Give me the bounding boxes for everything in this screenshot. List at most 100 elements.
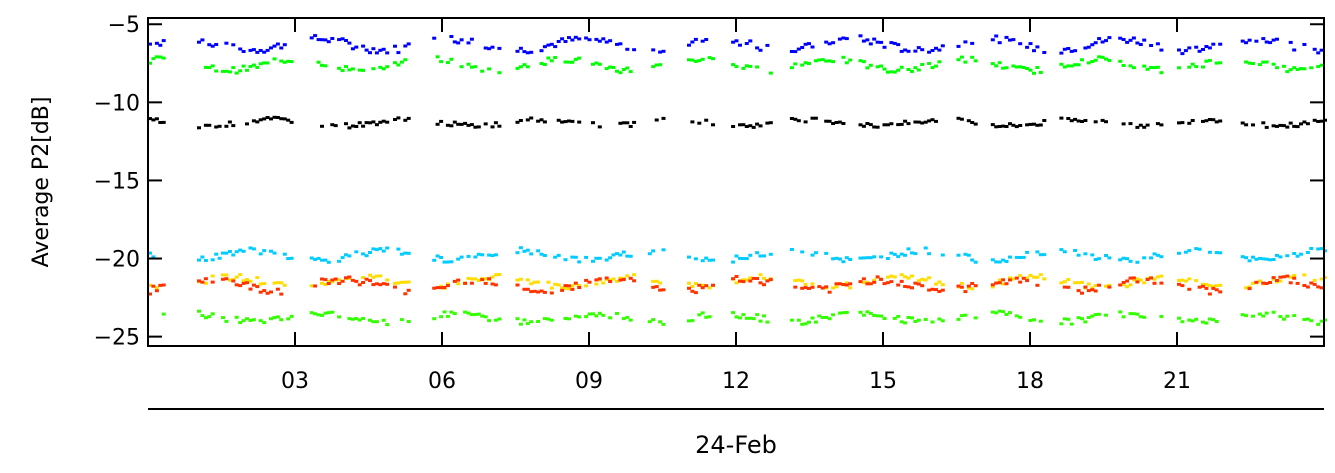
data-point: [1080, 120, 1084, 123]
data-point: [1264, 125, 1269, 129]
data-point: [490, 45, 495, 49]
data-point: [1319, 277, 1324, 281]
data-point: [803, 286, 808, 290]
data-point: [628, 276, 633, 280]
data-point: [452, 279, 457, 283]
data-point: [1204, 321, 1209, 325]
data-point: [542, 45, 547, 49]
data-point: [1004, 35, 1009, 39]
data-point: [536, 290, 541, 294]
data-point: [1244, 123, 1249, 127]
data-point: [741, 280, 746, 284]
data-point: [406, 116, 411, 120]
data-point: [1080, 291, 1084, 295]
data-point: [651, 249, 656, 253]
data-point: [1097, 312, 1102, 316]
data-point: [827, 317, 832, 321]
data-point: [269, 249, 273, 253]
data-point: [632, 120, 637, 124]
data-point: [1244, 41, 1249, 45]
data-point: [573, 57, 578, 61]
data-point: [1295, 68, 1300, 71]
data-point: [1152, 66, 1157, 70]
data-point: [1316, 247, 1321, 251]
data-point: [654, 279, 659, 283]
data-point: [570, 255, 575, 259]
data-point: [615, 42, 619, 46]
data-point: [539, 289, 544, 293]
data-point: [151, 118, 156, 122]
data-point: [553, 282, 558, 286]
data-point: [221, 277, 225, 281]
data-point: [865, 282, 870, 286]
data-point: [618, 276, 623, 280]
data-point: [920, 277, 925, 281]
data-point: [1090, 286, 1095, 290]
data-point: [449, 260, 454, 264]
data-point: [234, 283, 239, 287]
data-point: [956, 317, 961, 321]
data-point: [1218, 61, 1223, 65]
data-point: [1271, 258, 1276, 261]
data-point: [1066, 64, 1071, 68]
data-point: [577, 37, 582, 41]
data-point: [255, 120, 260, 124]
data-point: [956, 284, 961, 288]
data-point: [161, 283, 166, 287]
data-point: [1180, 121, 1185, 125]
data-point: [1069, 64, 1074, 68]
data-point: [1261, 60, 1266, 64]
data-point: [1004, 313, 1009, 316]
data-point: [251, 318, 256, 322]
data-point: [1177, 66, 1181, 70]
data-point: [748, 279, 753, 283]
data-point: [406, 251, 411, 255]
data-point: [959, 117, 964, 121]
data-point: [1218, 283, 1223, 287]
data-point: [1038, 319, 1043, 323]
data-point: [654, 63, 659, 67]
x-tick-label: 12: [722, 369, 750, 394]
data-point: [597, 62, 602, 66]
data-point: [882, 282, 887, 286]
data-point: [1131, 278, 1136, 282]
data-point: [1207, 284, 1212, 288]
data-point: [493, 318, 498, 322]
x-axis-ticks: 03 06 09 12 15 18 21: [281, 18, 1191, 394]
data-point: [323, 311, 328, 315]
data-point: [385, 278, 390, 282]
data-point: [920, 121, 925, 125]
data-point: [700, 283, 705, 287]
data-point: [751, 125, 756, 129]
data-point: [469, 37, 474, 41]
data-point: [313, 257, 318, 261]
data-point: [1121, 64, 1126, 67]
data-point: [1177, 278, 1181, 282]
data-point: [882, 45, 887, 49]
data-point: [563, 40, 568, 43]
data-point: [248, 65, 253, 68]
data-point: [385, 65, 390, 69]
data-point: [529, 282, 534, 286]
data-point: [1093, 289, 1098, 293]
data-point: [522, 50, 527, 54]
data-point: [1309, 66, 1314, 70]
data-point: [1204, 119, 1209, 123]
data-point: [248, 48, 253, 52]
data-point: [158, 43, 163, 47]
data-point: [1244, 286, 1249, 290]
data-point: [731, 125, 736, 128]
data-point: [577, 286, 582, 289]
data-point: [231, 253, 236, 257]
data-point: [1062, 47, 1067, 51]
data-point: [515, 49, 520, 53]
data-point: [1214, 320, 1219, 323]
data-point: [560, 120, 565, 124]
data-point: [1281, 275, 1286, 279]
data-point: [651, 48, 656, 52]
data-point: [892, 70, 897, 74]
data-point: [711, 258, 715, 262]
data-point: [476, 312, 481, 316]
data-point: [885, 257, 890, 260]
data-point: [734, 275, 739, 278]
